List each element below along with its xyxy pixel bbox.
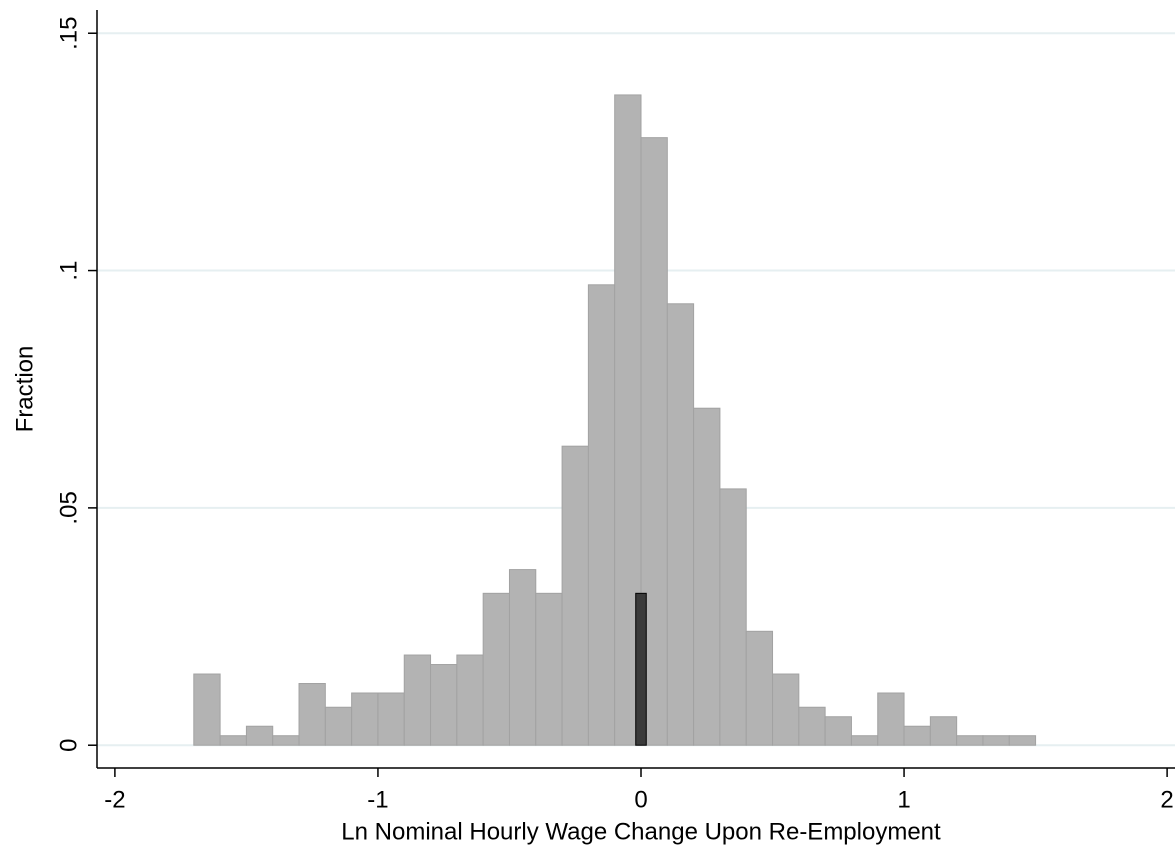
y-axis-label: Fraction bbox=[11, 346, 38, 433]
bar bbox=[403, 654, 432, 746]
x-tick-label: -1 bbox=[367, 786, 388, 813]
bar bbox=[272, 735, 300, 746]
bar bbox=[456, 654, 484, 746]
bar bbox=[798, 706, 826, 746]
bar bbox=[351, 692, 379, 746]
y-tick-label: .15 bbox=[55, 17, 82, 50]
bar bbox=[430, 664, 458, 746]
x-tick-label: 2 bbox=[1160, 786, 1173, 813]
bar bbox=[535, 592, 563, 746]
bar bbox=[693, 407, 721, 746]
bar bbox=[929, 716, 958, 746]
y-tick-label: .05 bbox=[55, 491, 82, 524]
bar bbox=[193, 673, 221, 746]
bar bbox=[903, 725, 931, 746]
bar bbox=[298, 683, 326, 746]
bar bbox=[587, 284, 616, 746]
bar bbox=[508, 569, 537, 746]
bar bbox=[561, 445, 589, 746]
y-tick-label: 0 bbox=[55, 739, 82, 752]
bar bbox=[377, 692, 405, 746]
bar bbox=[877, 692, 905, 746]
bar bbox=[719, 488, 747, 746]
bar bbox=[982, 735, 1010, 746]
bar bbox=[745, 630, 774, 746]
x-axis-label: Ln Nominal Hourly Wage Change Upon Re-Em… bbox=[341, 818, 941, 845]
bar bbox=[635, 592, 647, 746]
bar bbox=[666, 303, 695, 746]
bar bbox=[324, 706, 353, 746]
bar bbox=[1008, 735, 1037, 746]
bar bbox=[482, 592, 510, 746]
x-tick-label: 1 bbox=[897, 786, 910, 813]
x-tick-label: 0 bbox=[634, 786, 647, 813]
bar bbox=[850, 735, 879, 746]
bar bbox=[245, 725, 274, 746]
bar bbox=[772, 673, 800, 746]
bar bbox=[956, 735, 984, 746]
y-tick-label: .1 bbox=[55, 261, 82, 281]
x-tick-label: -2 bbox=[104, 786, 125, 813]
bar bbox=[824, 716, 852, 746]
bar bbox=[219, 735, 247, 746]
